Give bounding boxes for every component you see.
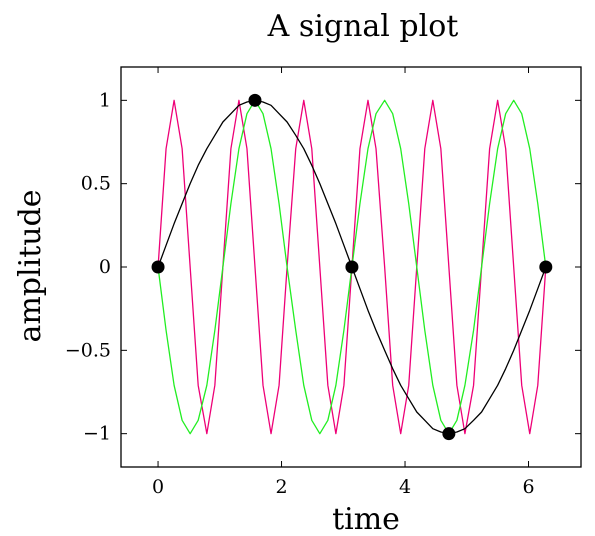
- y-axis: 1 0.5 0 −0.5 −1: [65, 89, 581, 444]
- data-point-marker: [442, 427, 455, 440]
- x-tick-label: 6: [522, 476, 534, 498]
- y-tick-label: 1: [99, 89, 111, 111]
- y-tick-label: −0.5: [65, 339, 111, 361]
- y-tick-label: −1: [83, 423, 111, 445]
- data-point-marker: [248, 94, 261, 107]
- marker-layer: [152, 94, 553, 440]
- y-tick-label: 0.5: [81, 173, 111, 195]
- x-axis: 0 2 4 6: [152, 67, 535, 498]
- y-axis-label: amplitude: [13, 189, 48, 342]
- x-tick-label: 2: [275, 476, 287, 498]
- data-point-marker: [345, 261, 358, 274]
- x-tick-label: 4: [399, 476, 411, 498]
- y-tick-label: 0: [99, 256, 111, 278]
- x-axis-label: time: [332, 502, 400, 536]
- data-point-marker: [539, 261, 552, 274]
- x-tick-label: 0: [152, 476, 164, 498]
- chart-title: A signal plot: [267, 9, 459, 44]
- data-point-marker: [152, 261, 165, 274]
